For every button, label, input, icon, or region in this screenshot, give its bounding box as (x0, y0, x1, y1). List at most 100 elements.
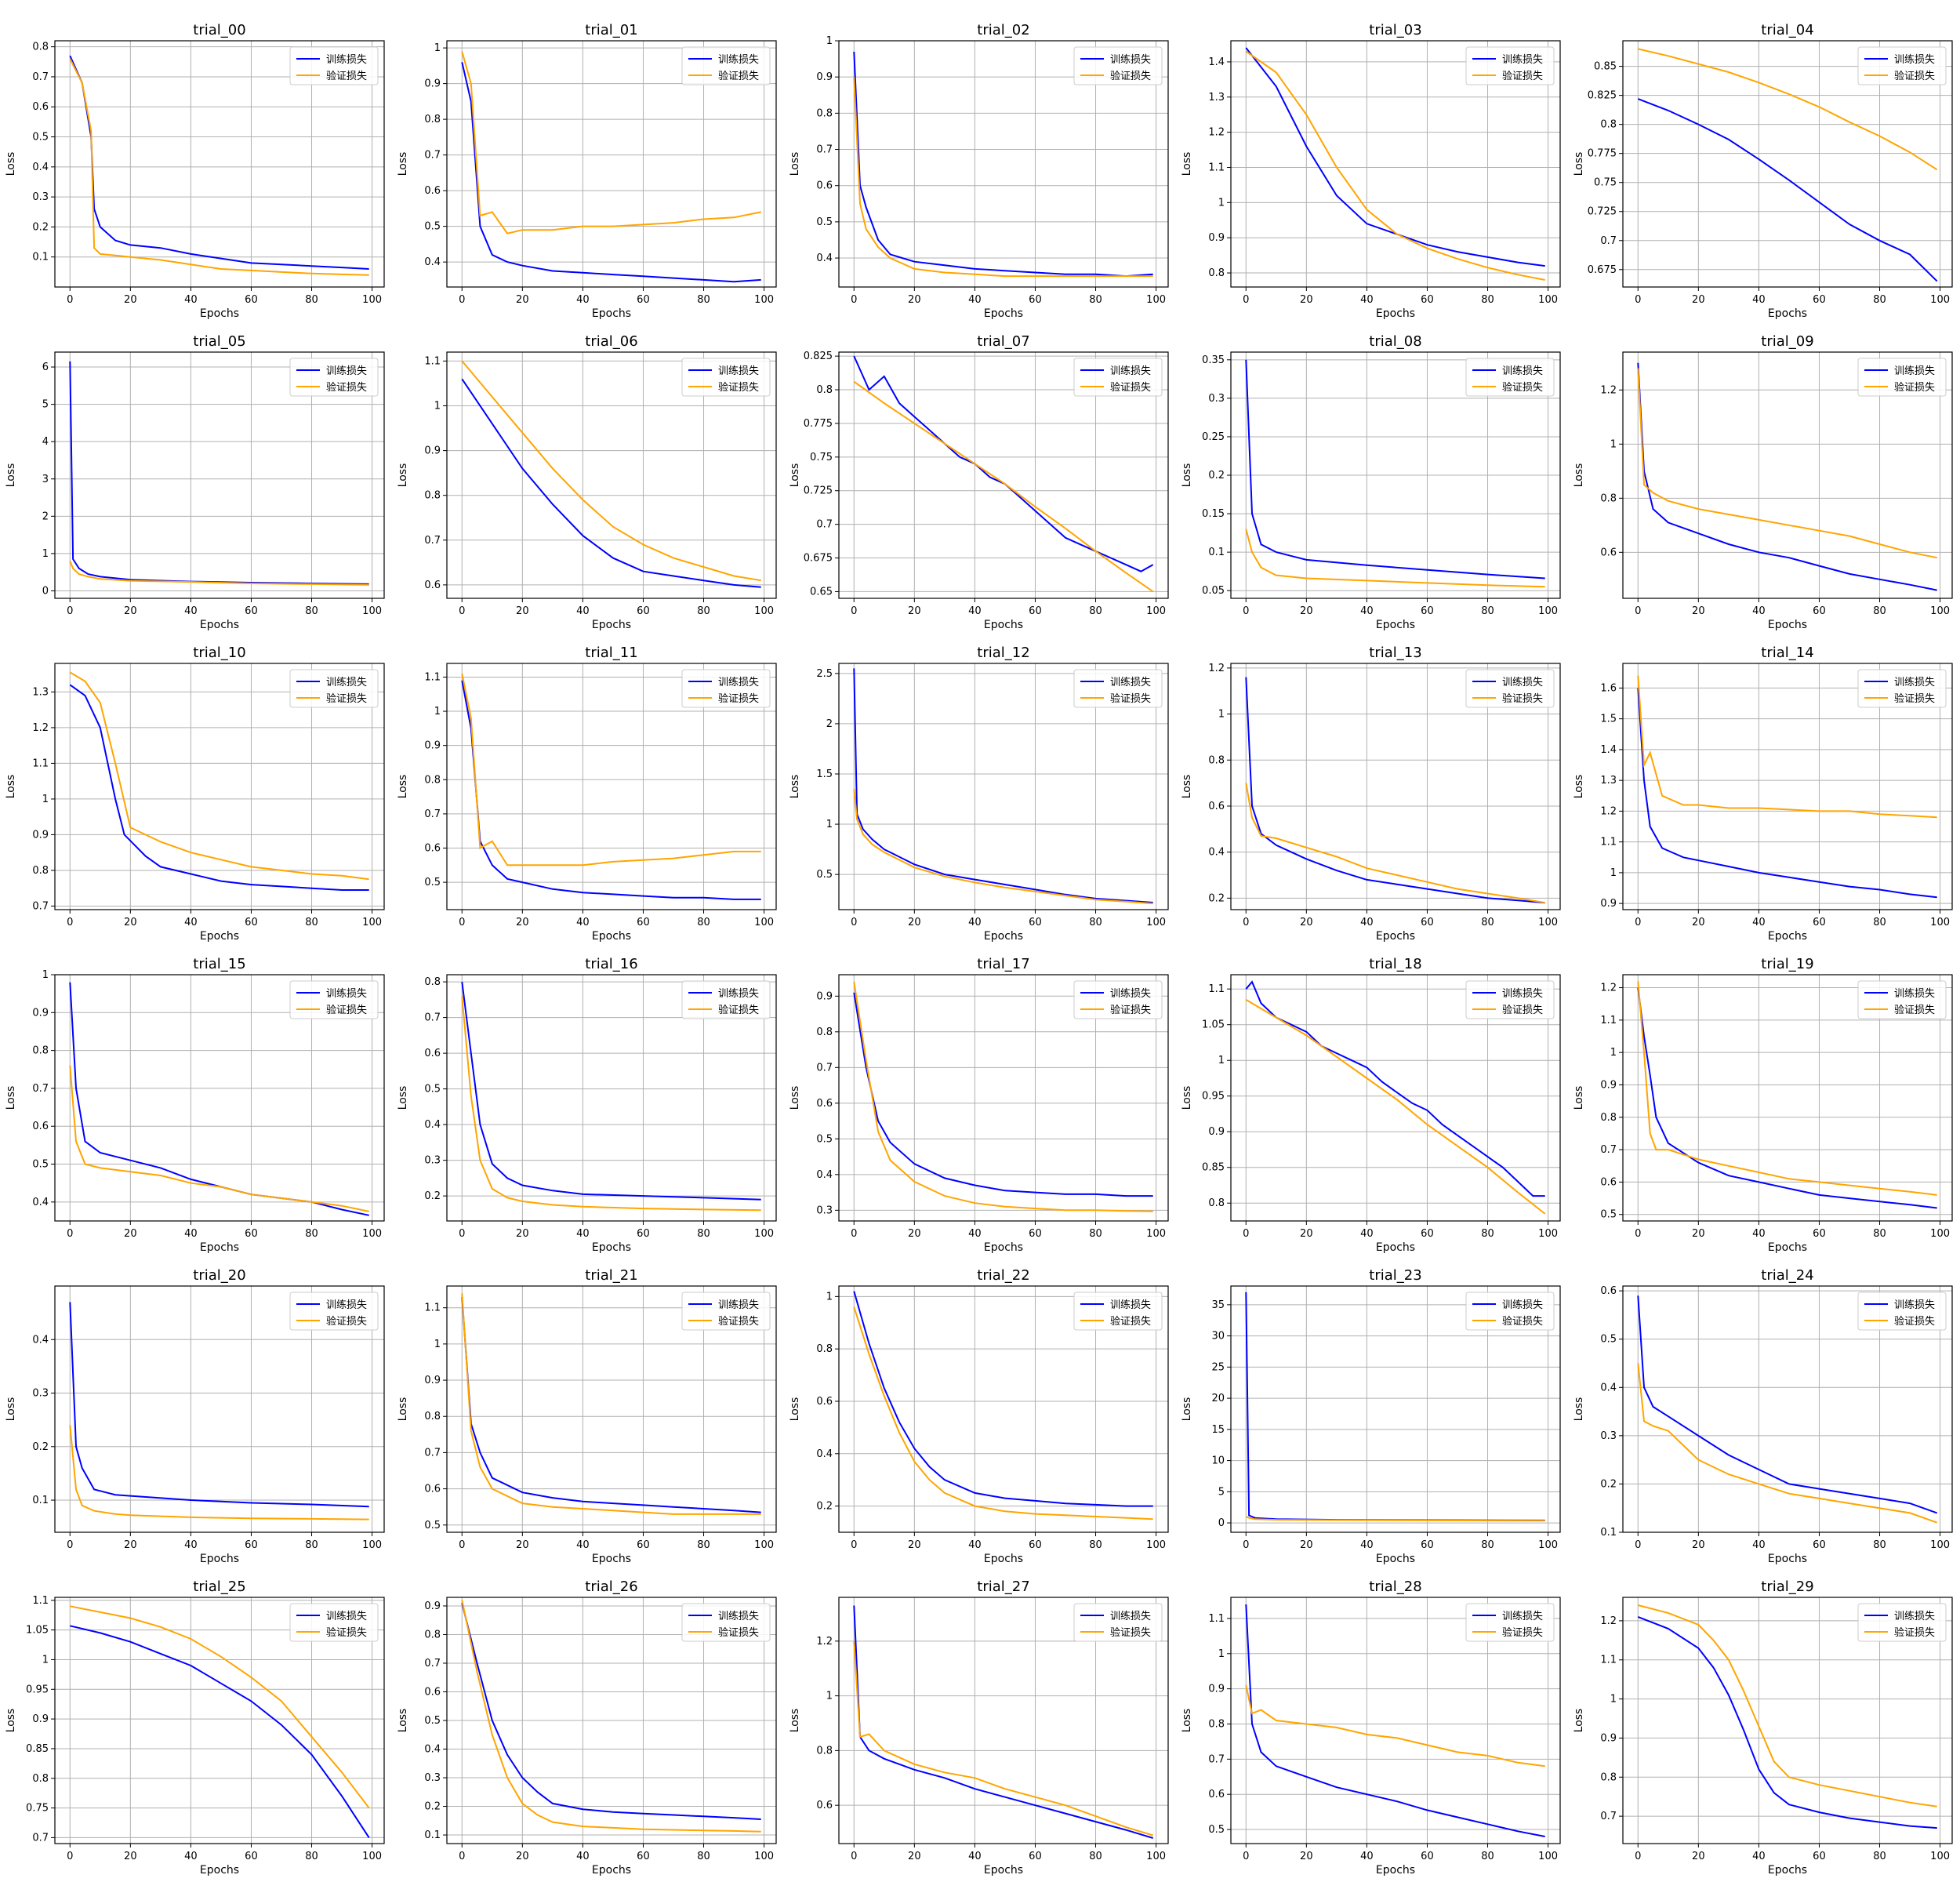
subplot-trial_25: trial_25 0 20 40 60 80 100 0.7 0.75 0.8 0.85 0.9 0.9… (5, 1579, 385, 1877)
subplot-trial_07: trial_07 0 20 40 60 80 100 0.65 0.675 0.7 0.725 0.7… (789, 333, 1169, 631)
x-tick-label: 0 (1635, 294, 1641, 306)
legend-label: 验证损失 (718, 1004, 759, 1016)
x-tick-label: 40 (576, 1539, 590, 1551)
x-tick-label: 60 (1813, 1228, 1826, 1240)
y-axis-label: Loss (789, 1086, 801, 1110)
y-tick-label: 0.9 (1600, 898, 1617, 910)
y-tick-label: 0.3 (816, 1204, 833, 1216)
y-tick-label: 0.85 (26, 1743, 49, 1755)
subplot-trial_09: trial_09 0 20 40 60 80 100 0.6 0.8 1 1.2 Epochs Loss… (1573, 333, 1953, 631)
x-tick-label: 0 (67, 605, 73, 617)
axes-frame (1230, 663, 1561, 910)
axes-frame (1622, 1285, 1953, 1533)
x-tick-label: 80 (697, 294, 710, 306)
series-line-val (1637, 1363, 1938, 1524)
series-line-train (1637, 1615, 1937, 1829)
x-tick-label: 40 (968, 1539, 982, 1551)
subplot-trial_23: trial_23 0 20 40 60 80 100 0 5 10 15 20 25 30 35 Epochs… (1181, 1267, 1561, 1565)
x-tick-label: 80 (1481, 1851, 1494, 1862)
x-tick-label: 40 (1752, 1228, 1766, 1240)
legend-label: 验证损失 (1894, 692, 1935, 705)
y-tick-label: 1 (1610, 438, 1617, 450)
y-tick-label: 1 (434, 1339, 441, 1350)
legend-label: 训练损失 (326, 677, 367, 688)
y-tick-label: 1 (826, 819, 833, 830)
x-tick-label: 20 (1300, 605, 1313, 617)
subplot-title: trial_16 (585, 956, 637, 972)
y-tick-label: 1.1 (1208, 983, 1225, 995)
x-axis-label: Epochs (200, 307, 239, 320)
y-tick-label: 0.7 (424, 1658, 441, 1669)
y-tick-label: 0.8 (1600, 492, 1617, 504)
subplot-title: trial_06 (585, 333, 637, 350)
y-tick-label: 0.5 (424, 221, 441, 233)
y-axis-label: Loss (789, 152, 801, 176)
x-tick-label: 80 (1481, 1228, 1494, 1240)
x-tick-label: 20 (516, 1851, 529, 1862)
legend-label: 训练损失 (1502, 677, 1543, 688)
subplot-title: trial_00 (193, 22, 245, 38)
y-tick-label: 0.9 (424, 78, 441, 90)
y-tick-label: 0.8 (816, 1343, 833, 1355)
y-tick-label: 0.95 (26, 1684, 49, 1695)
legend-label: 验证损失 (1502, 692, 1543, 705)
y-tick-label: 0.4 (424, 1119, 441, 1131)
y-tick-label: 0.9 (1600, 1732, 1617, 1744)
x-tick-label: 20 (1692, 1228, 1705, 1240)
x-tick-label: 60 (1029, 294, 1042, 306)
axes-frame (1230, 1285, 1561, 1533)
series-line-val (853, 380, 1154, 593)
legend-label: 验证损失 (1502, 381, 1543, 394)
x-tick-label: 40 (184, 917, 198, 928)
subplot-title: trial_24 (1761, 1267, 1813, 1284)
y-tick-label: 0.7 (32, 71, 49, 83)
subplot-title: trial_21 (585, 1267, 637, 1284)
y-tick-label: 1.2 (1600, 983, 1617, 994)
x-tick-label: 0 (459, 605, 465, 617)
series-line-train (853, 992, 1153, 1197)
legend-label: 训练损失 (1894, 1611, 1935, 1622)
x-tick-label: 0 (851, 605, 857, 617)
subplot-trial_21: trial_21 0 20 40 60 80 100 0.5 0.6 0.7 0.8 0.9 1 1.1 E… (397, 1267, 777, 1565)
x-tick-label: 60 (1813, 1851, 1826, 1862)
y-tick-label: 1.5 (816, 768, 833, 780)
y-tick-label: 6 (42, 362, 49, 373)
x-tick-label: 80 (1873, 1539, 1886, 1551)
legend-label: 验证损失 (1502, 70, 1543, 82)
y-tick-label: 0.9 (32, 1713, 49, 1725)
series-line-val (70, 1605, 370, 1809)
y-tick-label: 0.6 (424, 843, 441, 855)
legend-label: 训练损失 (326, 365, 367, 377)
legend-label: 验证损失 (1502, 1315, 1543, 1328)
x-tick-label: 80 (1481, 605, 1494, 617)
y-tick-label: 0.85 (1594, 61, 1617, 73)
x-tick-label: 100 (1146, 917, 1166, 928)
series-line-val (1245, 1684, 1545, 1768)
legend-label: 训练损失 (326, 1611, 367, 1622)
y-tick-label: 0.6 (424, 1484, 441, 1495)
legend-label: 验证损失 (718, 1315, 759, 1328)
y-tick-label: 0.2 (32, 221, 49, 233)
y-tick-label: 0.4 (816, 1448, 833, 1460)
y-tick-label: 1.6 (1600, 682, 1617, 694)
y-axis-label: Loss (397, 152, 409, 176)
y-tick-label: 0.2 (32, 1441, 49, 1453)
y-tick-label: 0.8 (424, 490, 441, 502)
y-tick-label: 0.4 (424, 256, 441, 268)
subplot-trial_13: trial_13 0 20 40 60 80 100 0.2 0.4 0.6 0.8 1 1.2 Epoc… (1181, 645, 1561, 943)
y-tick-label: 0.75 (810, 452, 833, 463)
y-tick-label: 5 (42, 399, 49, 411)
x-tick-label: 80 (697, 605, 710, 617)
y-tick-label: 0.7 (816, 519, 833, 531)
y-tick-label: 0.1 (1600, 1527, 1617, 1539)
y-tick-label: 0.2 (1208, 892, 1225, 904)
x-tick-label: 40 (1752, 1851, 1766, 1862)
legend-label: 训练损失 (718, 988, 759, 1000)
axes-frame (1230, 351, 1561, 599)
x-tick-label: 100 (1538, 917, 1558, 928)
series-line-train (461, 378, 761, 588)
x-tick-label: 20 (1692, 605, 1705, 617)
